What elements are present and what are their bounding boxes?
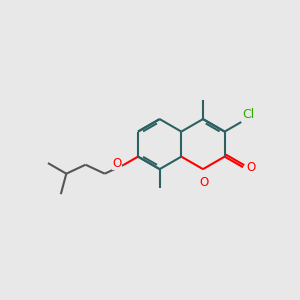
Text: O: O bbox=[112, 157, 122, 170]
Text: Cl: Cl bbox=[243, 108, 255, 121]
Text: O: O bbox=[199, 176, 208, 189]
Text: O: O bbox=[246, 161, 255, 174]
